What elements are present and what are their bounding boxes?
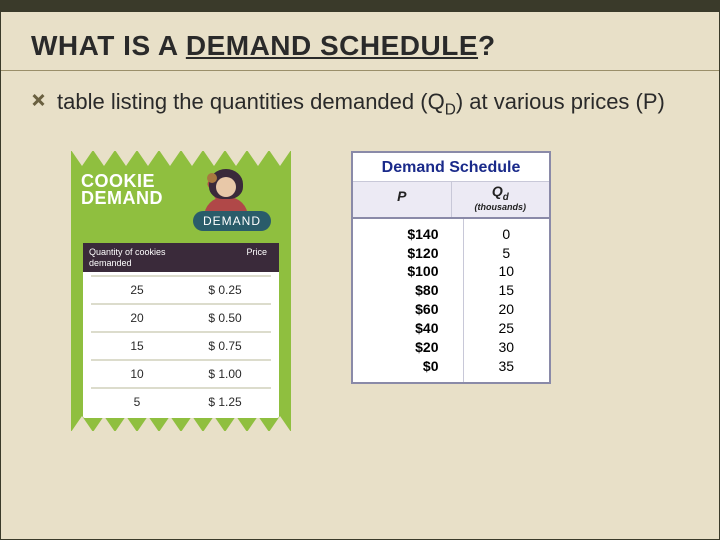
- price-cell: $ 1.00: [181, 367, 269, 381]
- table-row: 10 $ 1.00: [83, 364, 279, 384]
- cookie-header-price: Price: [187, 247, 273, 268]
- table-row: 20 $ 0.50: [83, 308, 279, 328]
- title-underlined: DEMAND SCHEDULE: [186, 30, 478, 61]
- bullet-pre: table listing the quantities demanded (Q: [57, 89, 445, 114]
- p-cell: $80: [353, 281, 439, 300]
- title-area: WHAT IS A DEMAND SCHEDULE?: [1, 12, 719, 71]
- table-row: 25 $ 0.25: [83, 280, 279, 300]
- p-cell: $120: [353, 244, 439, 263]
- q-cell: 30: [464, 338, 550, 357]
- q-cell: 15: [464, 281, 550, 300]
- table-row: 5 $ 1.25: [83, 392, 279, 412]
- qty-cell: 5: [93, 395, 181, 409]
- figures-row: COOKIE DEMAND DEMAND Quantity of cookies…: [31, 151, 689, 431]
- bullet-text: table listing the quantities demanded (Q…: [57, 87, 665, 121]
- q-cell: 5: [464, 244, 550, 263]
- demand-schedule-table: Demand Schedule P Qd (thousands) $140 $1…: [351, 151, 551, 384]
- price-cell: $ 0.25: [181, 283, 269, 297]
- qty-cell: 25: [93, 283, 181, 297]
- cookie-title-line2: DEMAND: [81, 190, 163, 207]
- schedule-q-column: 0 5 10 15 20 25 30 35: [464, 219, 550, 382]
- q-main: Qd: [492, 183, 509, 199]
- cookie-demand-infographic: COOKIE DEMAND DEMAND Quantity of cookies…: [71, 151, 291, 431]
- bullet-post: ) at various prices (P): [456, 89, 665, 114]
- p-cell: $100: [353, 262, 439, 281]
- price-cell: $ 0.75: [181, 339, 269, 353]
- q-cell: 25: [464, 319, 550, 338]
- slide: WHAT IS A DEMAND SCHEDULE? table listing…: [0, 0, 720, 540]
- cookie-title: COOKIE DEMAND: [81, 173, 163, 207]
- p-cell: $40: [353, 319, 439, 338]
- body: table listing the quantities demanded (Q…: [1, 71, 719, 431]
- bullet-icon: [31, 93, 47, 109]
- p-cell: $0: [353, 357, 439, 376]
- schedule-p-column: $140 $120 $100 $80 $60 $40 $20 $0: [353, 219, 464, 382]
- title-prefix: WHAT IS A: [31, 30, 186, 61]
- q-cell: 0: [464, 225, 550, 244]
- cookie-table-header: Quantity of cookies demanded Price: [83, 243, 279, 272]
- p-cell: $60: [353, 300, 439, 319]
- price-cell: $ 1.25: [181, 395, 269, 409]
- q-units: (thousands): [452, 203, 550, 212]
- cookie-table: Quantity of cookies demanded Price 25 $ …: [83, 243, 279, 418]
- p-cell: $140: [353, 225, 439, 244]
- qty-cell: 15: [93, 339, 181, 353]
- title-suffix: ?: [478, 30, 496, 61]
- q-cell: 35: [464, 357, 550, 376]
- q-cell: 10: [464, 262, 550, 281]
- price-cell: $ 0.50: [181, 311, 269, 325]
- p-cell: $20: [353, 338, 439, 357]
- qty-cell: 20: [93, 311, 181, 325]
- schedule-header: P Qd (thousands): [353, 182, 549, 219]
- zigzag-bottom: [71, 416, 291, 432]
- demand-tag: DEMAND: [193, 211, 271, 231]
- slide-title: WHAT IS A DEMAND SCHEDULE?: [31, 30, 689, 62]
- schedule-body: $140 $120 $100 $80 $60 $40 $20 $0 0 5 10…: [353, 219, 549, 382]
- qty-cell: 10: [93, 367, 181, 381]
- zigzag-top: [71, 150, 291, 166]
- schedule-header-p: P: [353, 182, 452, 217]
- table-row: 15 $ 0.75: [83, 336, 279, 356]
- bullet-sub: D: [445, 101, 456, 118]
- schedule-title: Demand Schedule: [353, 153, 549, 182]
- cookie-header-qty: Quantity of cookies demanded: [89, 247, 187, 268]
- schedule-header-q: Qd (thousands): [452, 182, 550, 217]
- bullet-item: table listing the quantities demanded (Q…: [31, 87, 689, 121]
- q-cell: 20: [464, 300, 550, 319]
